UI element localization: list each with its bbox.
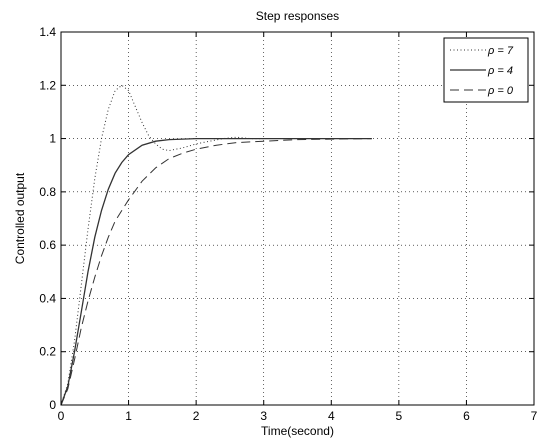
- y-axis-label: Controlled output: [13, 172, 27, 264]
- y-tick-label: 1: [49, 132, 56, 146]
- x-tick-label: 0: [58, 409, 65, 423]
- x-tick-label: 2: [193, 409, 200, 423]
- legend: ρ = 7 ρ = 4 ρ = 0: [443, 37, 529, 103]
- y-tick-label: 0.6: [39, 238, 56, 252]
- y-tick-label: 0: [49, 398, 56, 412]
- ticks: 0 1 2 3 4 5 6 7 0 0.2 0.4 0.6 0.8 1 1.2 1.4: [39, 25, 537, 423]
- x-tick-label: 4: [328, 409, 335, 423]
- y-tick-label: 1.2: [39, 78, 56, 92]
- series-line-1: [60, 84, 264, 406]
- y-tick-label: 0.8: [39, 185, 56, 199]
- series-group: [60, 84, 372, 406]
- legend-label-2: ρ = 4: [487, 65, 513, 77]
- series-line-2: [60, 137, 372, 406]
- chart-title: Step responses: [256, 9, 339, 23]
- y-tick-label: 0.4: [39, 291, 56, 305]
- x-axis-label: Time(second): [261, 424, 334, 438]
- x-tick-label: 5: [396, 409, 403, 423]
- x-tick-label: 6: [463, 409, 470, 423]
- x-tick-label: 3: [260, 409, 267, 423]
- x-tick-label: 1: [125, 409, 132, 423]
- y-tick-label: 0.2: [39, 345, 56, 359]
- x-tick-label: 7: [531, 409, 538, 423]
- y-tick-label: 1.4: [39, 25, 56, 39]
- series-line-3: [60, 138, 372, 406]
- legend-label-3: ρ = 0: [487, 85, 514, 97]
- legend-label-1: ρ = 7: [487, 45, 514, 57]
- axes-box: [60, 31, 535, 406]
